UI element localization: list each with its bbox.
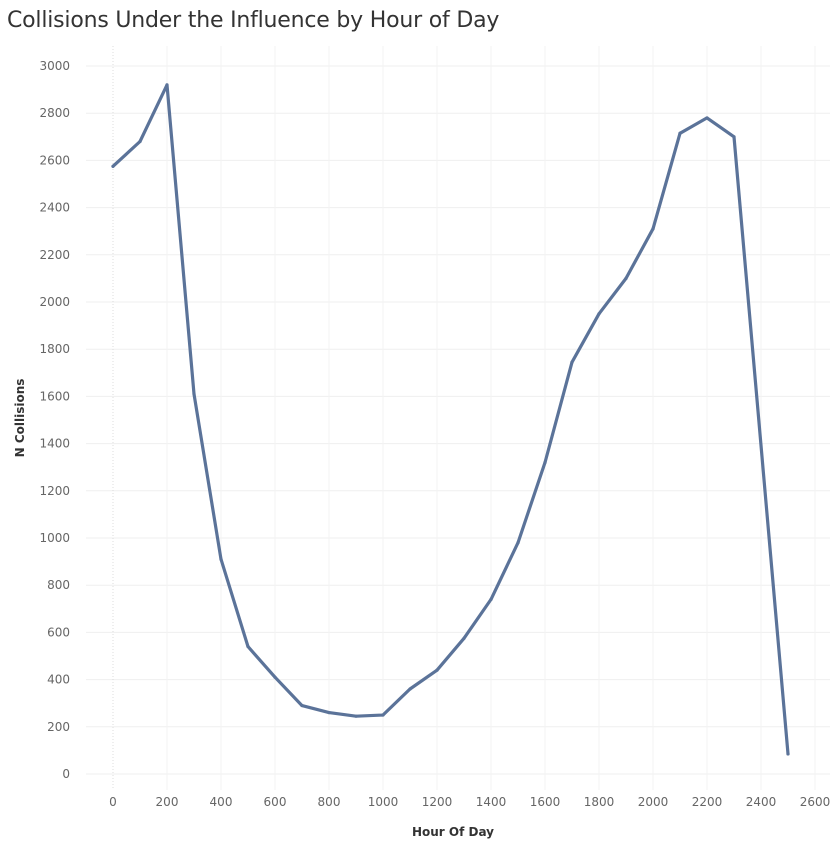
gridlines: [86, 46, 830, 790]
x-tick-label: 600: [264, 795, 287, 809]
data-point: [462, 636, 466, 640]
y-tick-label: 1000: [39, 531, 70, 545]
y-tick-label: 800: [47, 578, 70, 592]
y-tick-label: 1600: [39, 389, 70, 403]
data-point: [327, 711, 331, 715]
x-axis-ticks: 0 200 400 600 800 1000 1200 1400 1600 1800 2000 220…: [109, 795, 830, 809]
x-tick-label: 2000: [638, 795, 669, 809]
x-tick-label: 1000: [368, 795, 399, 809]
x-tick-label: 1200: [422, 795, 453, 809]
data-point: [651, 227, 655, 231]
data-point: [597, 312, 601, 316]
x-tick-label: 800: [318, 795, 341, 809]
data-point: [732, 135, 736, 139]
x-tick-label: 400: [210, 795, 233, 809]
data-point: [300, 703, 304, 708]
data-point: [408, 687, 412, 691]
data-point: [273, 675, 277, 679]
data-point: [624, 276, 628, 280]
x-tick-label: 1400: [476, 795, 507, 809]
x-tick-label: 2400: [746, 795, 777, 809]
y-axis-ticks: 0 200 400 600 800 1000 1200 1400 1600 1800 2000 220…: [39, 59, 70, 781]
data-point: [570, 360, 574, 364]
x-tick-label: 2200: [692, 795, 723, 809]
data-point: [489, 597, 493, 601]
series-line: [111, 83, 790, 756]
data-point: [435, 668, 439, 672]
y-axis-label: N Collisions: [13, 379, 27, 458]
x-tick-label: 1600: [530, 795, 561, 809]
data-point: [111, 164, 115, 168]
y-tick-label: 0: [62, 767, 70, 781]
data-point: [192, 392, 196, 396]
y-tick-label: 2400: [39, 201, 70, 215]
y-tick-label: 200: [47, 720, 70, 734]
y-tick-label: 2800: [39, 106, 70, 120]
data-point: [138, 139, 142, 144]
y-tick-label: 2600: [39, 153, 70, 167]
data-point: [786, 752, 790, 756]
x-tick-label: 1800: [584, 795, 615, 809]
data-point: [246, 644, 250, 649]
data-point: [543, 460, 547, 465]
data-point: [678, 131, 682, 135]
data-point: [354, 714, 358, 718]
y-tick-label: 400: [47, 673, 70, 687]
y-tick-label: 3000: [39, 59, 70, 73]
y-tick-label: 1800: [39, 342, 70, 356]
x-axis-label: Hour Of Day: [412, 825, 494, 839]
data-point: [219, 557, 223, 561]
series-lines: [111, 83, 790, 756]
chart-title: Collisions Under the Influence by Hour o…: [7, 8, 500, 33]
x-tick-label: 200: [156, 795, 179, 809]
x-tick-label: 2600: [800, 795, 831, 809]
data-point: [516, 541, 520, 545]
x-tick-label: 0: [109, 795, 117, 809]
y-tick-label: 1400: [39, 437, 70, 451]
data-point: [381, 713, 385, 717]
y-tick-label: 2200: [39, 248, 70, 262]
data-point: [165, 83, 169, 87]
data-point: [705, 116, 709, 120]
y-tick-label: 2000: [39, 295, 70, 309]
y-tick-label: 600: [47, 625, 70, 639]
y-tick-label: 1200: [39, 484, 70, 498]
